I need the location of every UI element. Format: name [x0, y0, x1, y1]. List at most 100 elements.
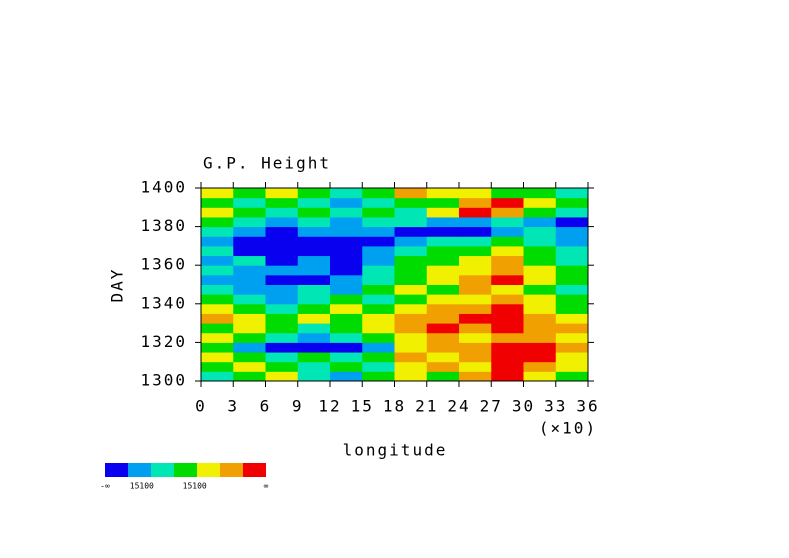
colorbar-swatch	[128, 463, 151, 477]
heat-cell	[362, 236, 395, 247]
heat-cell	[394, 303, 428, 314]
heat-cell	[555, 303, 589, 314]
heat-cell	[426, 255, 460, 266]
heat-cell	[523, 265, 557, 276]
heat-cell	[555, 284, 589, 295]
heat-cell	[459, 294, 492, 305]
heat-cell	[491, 323, 524, 334]
heat-cell	[233, 303, 266, 314]
heat-cell	[523, 323, 557, 334]
heat-cell	[426, 284, 460, 295]
heat-cell	[201, 245, 234, 257]
heat-cell	[459, 361, 492, 372]
heat-cell	[459, 323, 492, 334]
heat-cell	[201, 313, 234, 324]
heat-cell	[491, 197, 524, 208]
heat-cell	[362, 303, 395, 314]
heat-cell	[362, 274, 395, 285]
heat-cell	[201, 236, 234, 247]
heat-cell	[233, 207, 266, 218]
heat-cell	[330, 323, 363, 334]
heat-cell	[265, 313, 299, 324]
heat-cell	[426, 294, 460, 305]
heat-cell	[459, 236, 492, 247]
heat-cell	[233, 245, 266, 257]
heat-cell	[555, 188, 589, 199]
colorbar-swatch	[151, 463, 174, 477]
heat-cell	[491, 226, 524, 237]
heat-cell	[459, 332, 492, 343]
heat-cell	[362, 361, 395, 372]
heat-cell	[491, 313, 524, 324]
heat-cell	[362, 371, 395, 382]
heat-cell	[426, 216, 460, 228]
heat-cell	[201, 207, 234, 218]
colorbar-swatch	[197, 463, 220, 477]
heat-cell	[233, 265, 266, 276]
heat-cell	[297, 245, 331, 257]
heat-cell	[426, 236, 460, 247]
heat-cell	[297, 323, 331, 334]
heat-cell	[491, 303, 524, 314]
heat-cell	[555, 323, 589, 334]
heat-cell	[459, 342, 492, 353]
heat-cell	[523, 197, 557, 208]
heat-cell	[265, 265, 299, 276]
heat-cell	[330, 274, 363, 285]
heat-cell	[491, 255, 524, 266]
heat-cell	[459, 284, 492, 295]
heat-cell	[426, 207, 460, 218]
heat-cell	[426, 245, 460, 257]
heat-cell	[426, 352, 460, 363]
heat-cell	[330, 284, 363, 295]
heat-cell	[523, 236, 557, 247]
colorbar-label: -∞	[100, 482, 110, 491]
heat-cell	[394, 245, 428, 257]
heat-cell	[426, 197, 460, 208]
heat-cell	[201, 284, 234, 295]
heat-cell	[330, 371, 363, 382]
heat-cell	[394, 352, 428, 363]
heat-cell	[523, 226, 557, 237]
heat-cell	[330, 352, 363, 363]
heat-cell	[394, 265, 428, 276]
heat-cell	[362, 207, 395, 218]
heat-cell	[233, 352, 266, 363]
heat-cell	[491, 236, 524, 247]
heat-cell	[330, 236, 363, 247]
x-tick-label: 21	[415, 397, 438, 416]
heat-cell	[394, 197, 428, 208]
heat-cell	[362, 284, 395, 295]
heat-cell	[555, 352, 589, 363]
heat-cell	[233, 294, 266, 305]
heat-cell	[297, 371, 331, 382]
heat-cell	[265, 361, 299, 372]
heat-cell	[394, 342, 428, 353]
heat-cell	[426, 226, 460, 237]
heat-cell	[265, 197, 299, 208]
heat-cell	[233, 342, 266, 353]
y-tick-label: 1380	[140, 216, 187, 235]
heat-cell	[426, 342, 460, 353]
heat-cell	[459, 313, 492, 324]
x-tick-label: 36	[576, 397, 599, 416]
heat-cell	[330, 226, 363, 237]
heat-cell	[265, 332, 299, 343]
heat-cell	[265, 274, 299, 285]
heat-cell	[201, 323, 234, 334]
heat-cell	[394, 255, 428, 266]
heat-cell	[265, 216, 299, 228]
heat-cell	[491, 284, 524, 295]
heat-cell	[265, 303, 299, 314]
heat-cell	[555, 371, 589, 382]
heat-cell	[297, 207, 331, 218]
heat-cell	[555, 236, 589, 247]
heat-cell	[491, 188, 524, 199]
heat-cell	[555, 294, 589, 305]
x-tick-label: 9	[292, 397, 304, 416]
heat-cell	[330, 245, 363, 257]
x-tick-label: 33	[544, 397, 567, 416]
x-tick-label: 15	[351, 397, 374, 416]
heat-cell	[426, 265, 460, 276]
